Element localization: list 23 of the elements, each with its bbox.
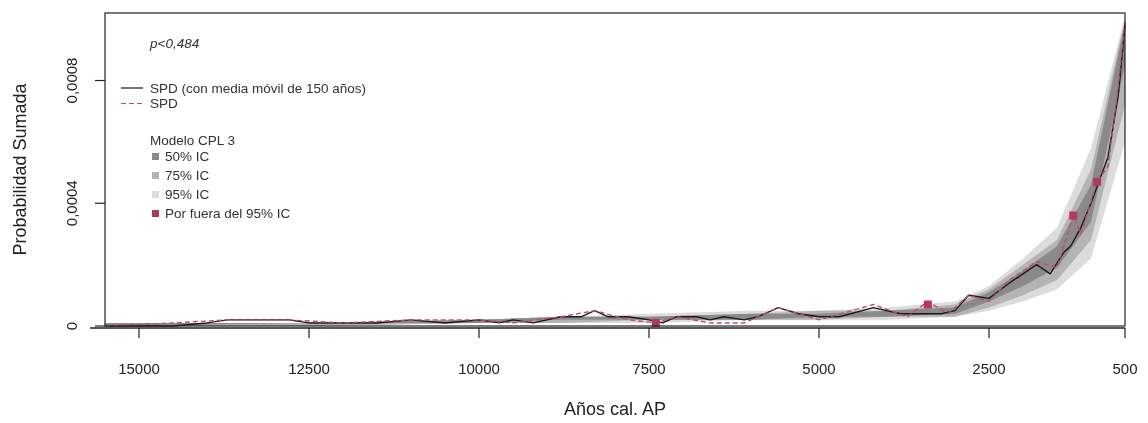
y-tick-label: 0 <box>63 321 80 331</box>
x-tick-label: 500 <box>1112 360 1138 377</box>
legend-label: Por fuera del 95% IC <box>165 205 291 221</box>
point <box>1069 211 1078 220</box>
point <box>1093 177 1102 186</box>
x-axis-title: Años cal. AP <box>563 399 667 419</box>
annotation: p<0,484 <box>149 36 200 51</box>
legend-label: 50% IC <box>165 148 210 164</box>
x-tick-label: 5000 <box>802 360 836 377</box>
x-tick-label: 10000 <box>458 360 500 377</box>
x-tick-label: 2500 <box>972 360 1006 377</box>
x-tick-label: 12500 <box>288 360 330 377</box>
y-tick-label: 0,0004 <box>63 180 80 227</box>
legend-title: Modelo CPL 3 <box>150 132 236 148</box>
legend-label: 75% IC <box>165 167 210 183</box>
x-tick-label: 15000 <box>118 360 160 377</box>
y-tick-label: 0,0008 <box>63 57 80 104</box>
legend-label: SPD <box>150 96 179 111</box>
x-tick-label: 7500 <box>632 360 666 377</box>
legend-label: 95% IC <box>165 186 210 202</box>
point <box>923 300 932 309</box>
legend-label: SPD (con media móvil de 150 años) <box>150 80 367 96</box>
y-axis-title: Probabilidad Sumada <box>10 82 30 256</box>
